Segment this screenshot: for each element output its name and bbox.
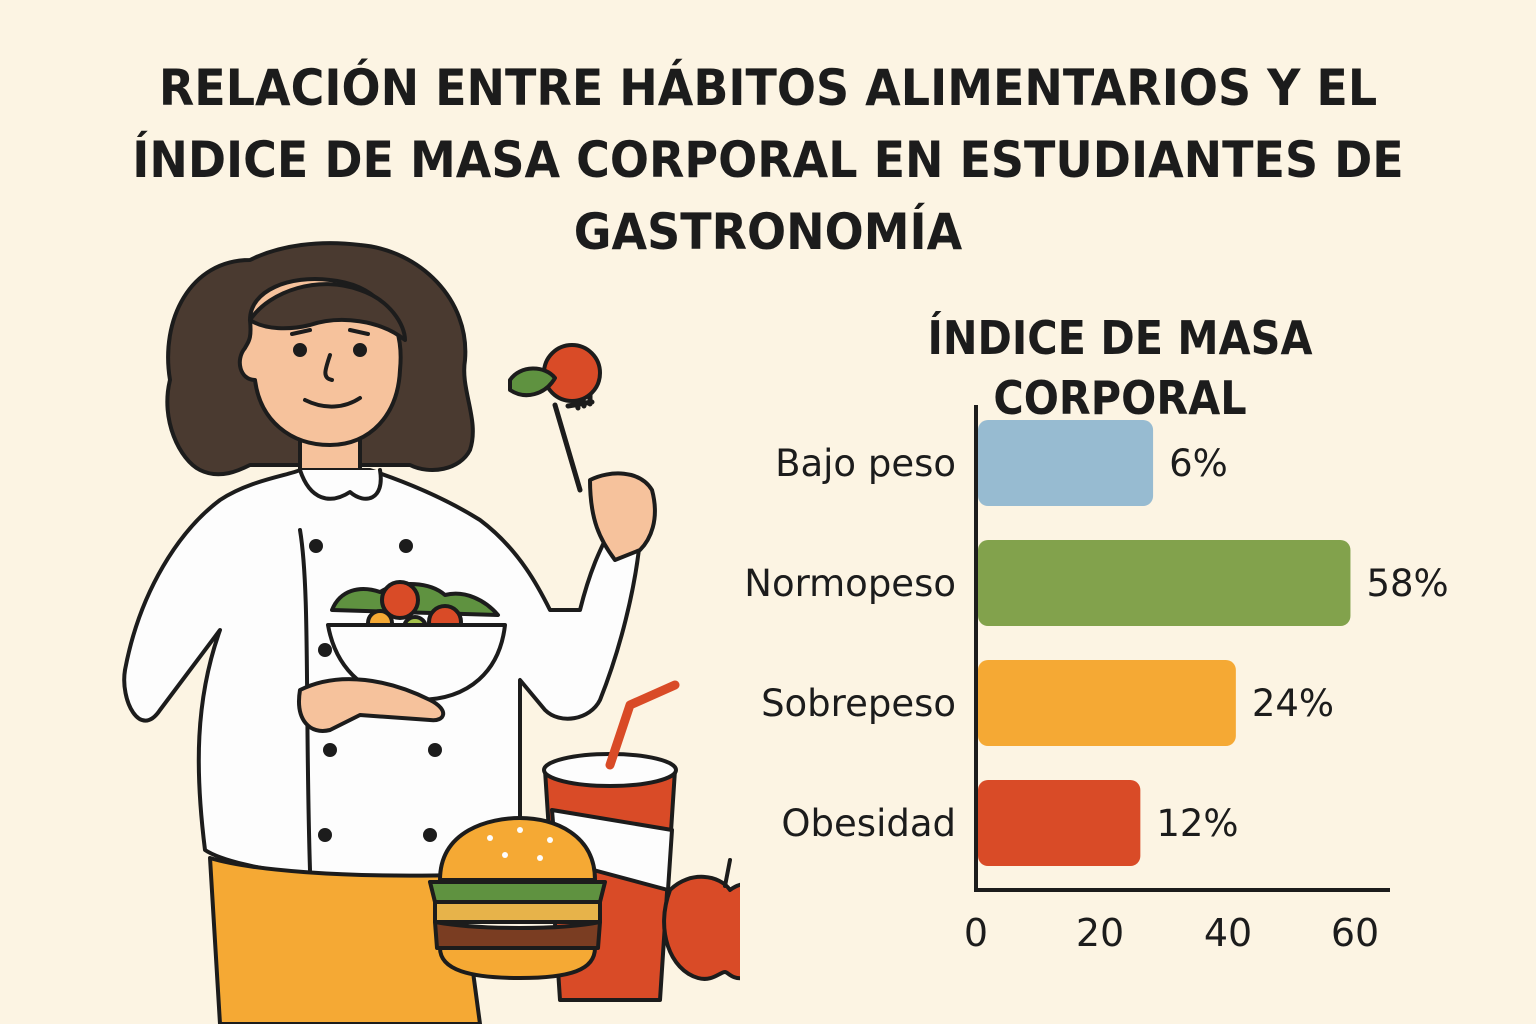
- chart-title: ÍNDICE DE MASA CORPORAL: [927, 311, 1313, 425]
- value-label-3: 12%: [1156, 802, 1238, 845]
- bars-layer: Bajo peso 6% Normopeso 58% Sobrepeso 24% Obesi…: [744, 420, 1449, 866]
- bar-1: [978, 540, 1351, 626]
- title-line-3: GASTRONOMÍA: [573, 203, 963, 261]
- bar-3: [978, 780, 1141, 866]
- category-label-3: Obesidad: [781, 802, 956, 845]
- value-label-2: 24%: [1252, 682, 1334, 725]
- chef-illustration: [122, 241, 740, 1024]
- x-tick-label-0: 0: [964, 911, 988, 955]
- page-title: RELACIÓN ENTRE HÁBITOS ALIMENTARIOS Y EL…: [98, 52, 1438, 268]
- burger-bun-top: [438, 816, 597, 882]
- category-label-1: Normopeso: [744, 562, 956, 605]
- value-label-0: 6%: [1169, 442, 1228, 485]
- x-tick-label-3: 60: [1331, 911, 1379, 955]
- x-tick-label-2: 40: [1204, 911, 1252, 955]
- bar-2: [978, 660, 1236, 746]
- x-tick-label-1: 20: [1076, 911, 1124, 955]
- ticks-layer: 0 20 40 60: [964, 911, 1379, 955]
- category-label-0: Bajo peso: [775, 442, 956, 485]
- title-line-2: ÍNDICE DE MASA CORPORAL EN ESTUDIANTES D…: [132, 131, 1404, 189]
- apple: [662, 874, 740, 981]
- bar-0: [978, 420, 1154, 506]
- burger-bun-bottom: [438, 946, 597, 980]
- bmi-bar-chart: Bajo peso 6% Normopeso 58% Sobrepeso 24% Obesi…: [744, 405, 1449, 955]
- value-label-1: 58%: [1366, 562, 1448, 605]
- category-label-2: Sobrepeso: [761, 682, 956, 725]
- title-line-1: RELACIÓN ENTRE HÁBITOS ALIMENTARIOS Y EL: [158, 59, 1378, 117]
